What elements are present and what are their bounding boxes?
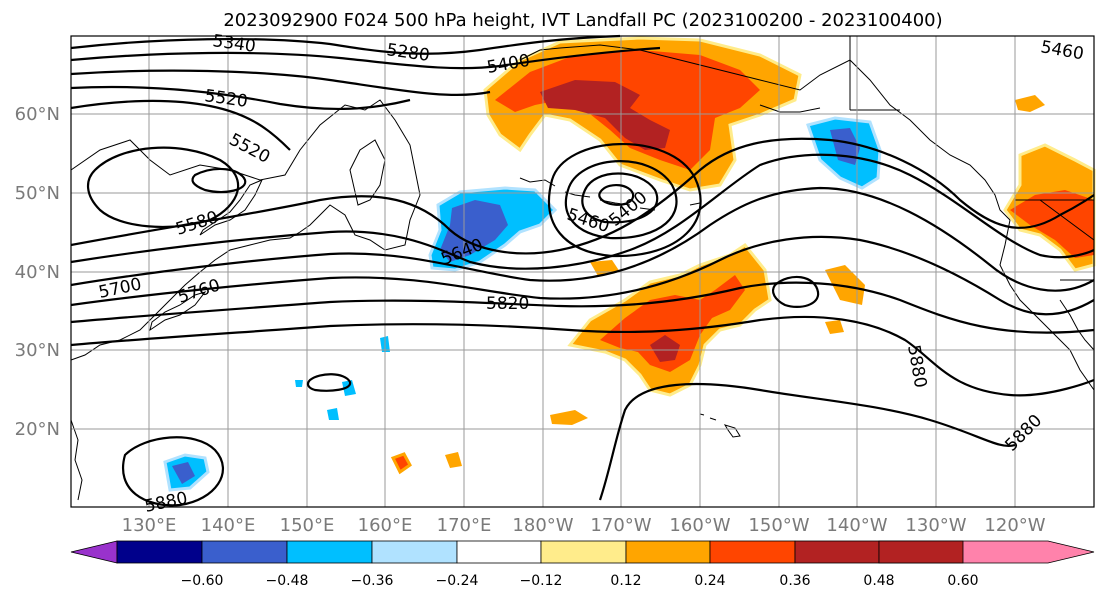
height-contour-5700 [70,186,1095,292]
ivt-positive-region-small-4 [825,320,844,334]
coastline-asia [70,99,421,361]
longitude-labels: 130°E 140°E 150°E 160°E 170°E 180°W 170°… [122,515,1046,536]
height-contour-5460 [70,69,491,96]
lon-label: 120°W [984,515,1045,536]
colorbar-tick-label: 0.60 [947,573,978,589]
colorbar-tick-label: 0.12 [610,573,641,589]
colorbar-tick-label: −0.24 [436,573,479,589]
map-border [70,35,1095,508]
latitude-labels: 60°N 50°N 40°N 30°N 20°N [15,104,60,440]
lat-label: 20°N [15,419,60,440]
colorbar-segment [709,540,796,564]
ivt-negative-anomaly [163,116,882,492]
colorbar-segment [286,540,373,564]
height-contour-5580 [70,137,1095,255]
colorbar-segment [201,540,288,564]
height-contour-5520 [70,85,411,111]
coastline-aleutians [519,177,701,211]
colorbar-segment [456,540,542,564]
lat-label: 40°N [15,262,60,283]
lon-label: 150°W [748,515,809,536]
ivt-negative-region-small-1 [342,380,356,396]
height-contour-5520-south [70,99,291,151]
gridlines [71,36,1094,507]
ivt-positive-region-aleutian-max [540,80,670,150]
lon-label: 160°E [358,515,413,536]
height-contour-5880-north [70,315,1095,397]
coastline-kamchatka [349,139,386,206]
ivt-negative-region-south-core [172,462,195,484]
coastlines [70,36,1095,501]
coastline-north-america [999,219,1095,391]
lat-label: 30°N [15,340,60,361]
ivt-positive-region-east-patch [825,265,865,305]
lon-label: 140°W [826,515,887,536]
contour-label: 5820 [486,294,529,314]
colorbar-segment [625,540,711,564]
ivt-positive-region-pacific-core [600,275,745,372]
lon-label: 160°W [669,515,730,536]
height-contour-loop-east [771,275,820,309]
colorbar-tick-label: −0.36 [351,573,394,589]
height-contour-5820 [70,281,1095,334]
height-contours [70,34,1095,507]
ivt-negative-region-small-3 [327,408,339,420]
ivt-positive-region-small-1 [390,452,412,475]
height-contour-5340 [70,34,621,55]
ivt-negative-region-small-4 [295,380,303,387]
colorbar-tick-label: −0.12 [520,573,563,589]
height-contour-low-3 [564,160,678,240]
height-contour-loop-sw [122,436,224,507]
height-contour-5760 [70,235,1095,316]
colorbar-segment [116,540,203,564]
colorbar-segment [371,540,458,564]
height-contour-loop-south [306,373,352,392]
height-contour-low-2 [581,172,659,224]
lon-label: 170°W [590,515,651,536]
colorbar-tick-label: 0.48 [863,573,894,589]
lon-label: 130°W [905,515,966,536]
colorbar-extend-left [70,540,118,564]
ivt-negative-region-central-core [440,200,508,262]
lon-label: 140°E [201,515,256,536]
ivt-positive-region-small-3 [445,452,462,468]
colorbar-tick-label: 0.24 [694,573,725,589]
ivt-positive-region-south-patch [550,410,588,425]
figure-title: 2023092900 F024 500 hPa height, IVT Land… [223,10,942,31]
ivt-positive-region-pacific-max [650,335,680,362]
lon-label: 130°E [122,515,177,536]
height-contour-5880-south [598,382,1016,501]
colorbar-segment [878,540,964,564]
ivt-positive-region-gulf [1015,95,1045,112]
height-contour-low-4 [547,143,702,258]
height-contour-5640 [70,153,1095,270]
colorbar-segment [540,540,627,564]
coastline-philippines [70,419,83,501]
height-contour-low-1 [598,184,635,206]
lat-label: 50°N [15,183,60,204]
lon-label: 170°E [437,515,492,536]
height-contour-loop-west-inner [191,167,247,194]
colorbar-tick-label: −0.48 [266,573,309,589]
colorbar-tick-label: −0.60 [181,573,224,589]
colorbar-tick-label: 0.36 [779,573,810,589]
height-contour-5400-north [70,46,661,70]
colorbar: −0.60 −0.48 −0.36 −0.24 −0.12 0.12 0.24 … [70,540,1095,589]
height-contour-loop-west [87,146,240,228]
lat-label: 60°N [15,104,60,125]
lon-label: 150°E [280,515,335,536]
lon-label: 180°W [512,515,573,536]
colorbar-segment [794,540,880,564]
